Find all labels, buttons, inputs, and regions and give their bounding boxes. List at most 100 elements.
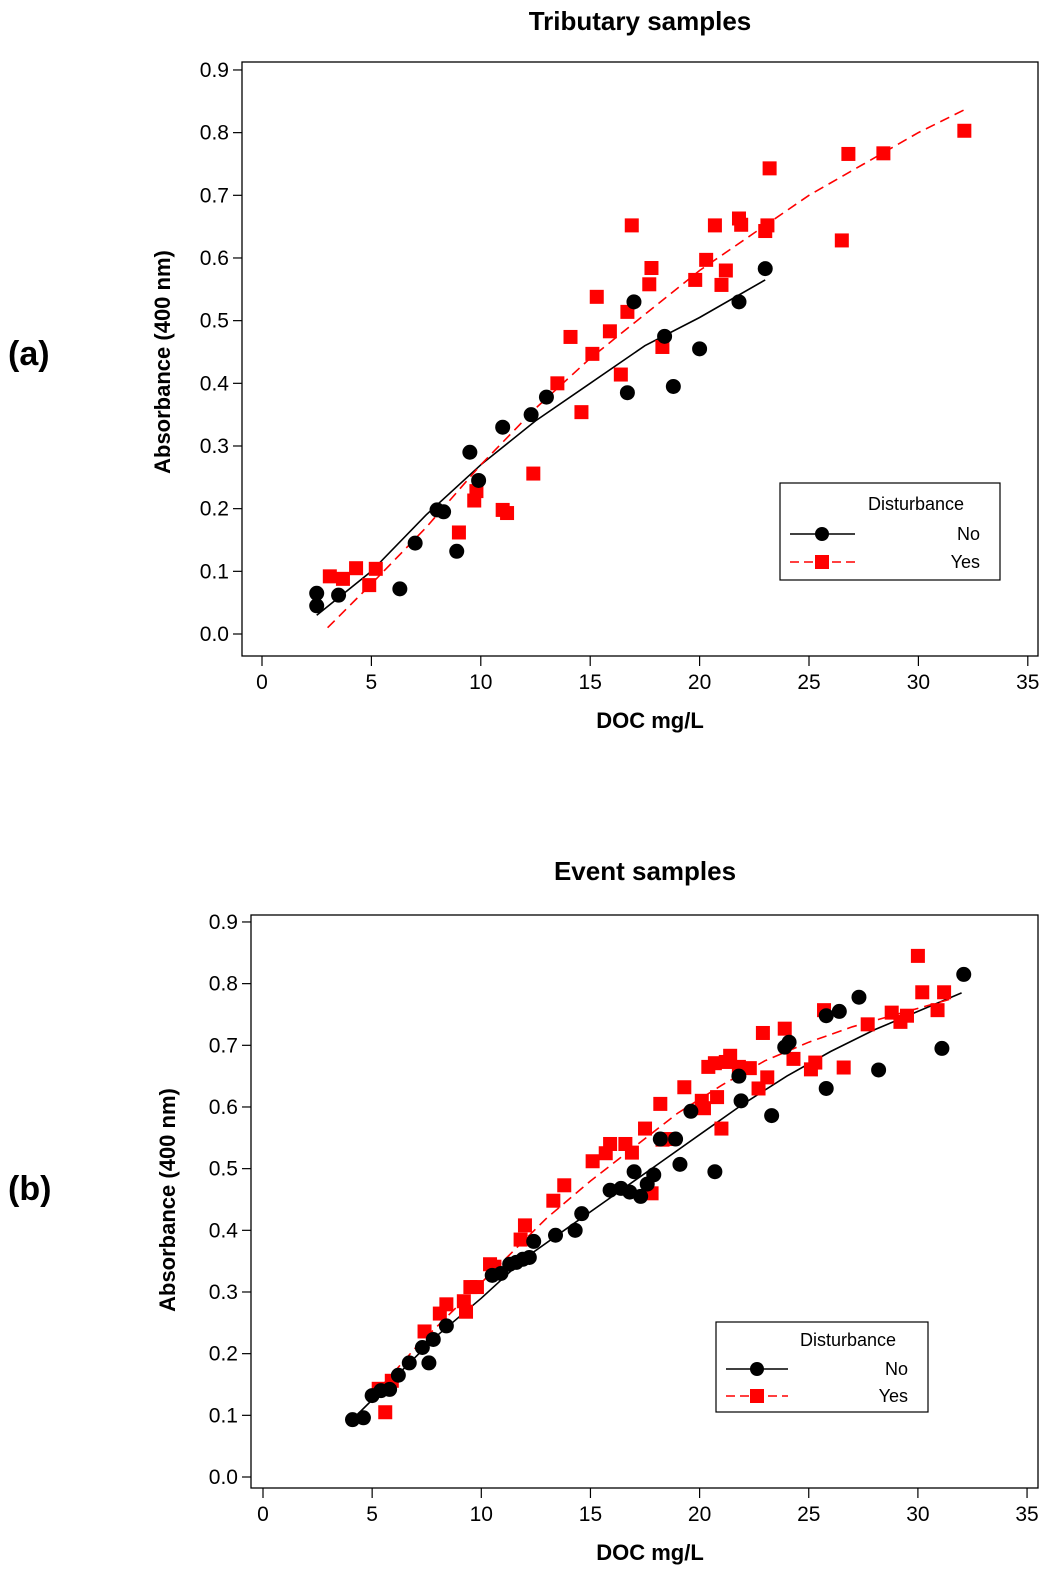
data-point-yes: [624, 1145, 639, 1160]
legend-title: Disturbance: [868, 494, 964, 514]
data-point-no: [646, 1167, 662, 1183]
data-point-no: [831, 1003, 847, 1019]
data-point-yes: [899, 1008, 914, 1023]
data-point-yes: [707, 218, 722, 233]
data-point-no: [818, 1080, 834, 1096]
data-point-yes: [557, 1178, 572, 1193]
data-point-no: [425, 1331, 441, 1347]
x-tick-label: 35: [1016, 671, 1039, 694]
data-point-no: [619, 385, 635, 401]
legend-label-yes: Yes: [951, 552, 980, 572]
legend: Disturbance No Yes: [715, 1321, 929, 1413]
axis-ticks: 0 5 10 15 20 25 30 35 0.0 0.1 0.2 0.3 0.4 0.5 0.6 0.7 0.…: [209, 911, 1039, 1526]
legend-marker-yes: [750, 1389, 764, 1403]
data-point-yes: [642, 277, 657, 292]
data-point-yes: [841, 146, 856, 161]
data-point-yes: [349, 561, 364, 576]
data-point-no: [495, 419, 511, 435]
trend-line-no: [316, 279, 766, 616]
y-tick-label: 0.9: [200, 59, 229, 82]
data-point-no: [731, 294, 747, 310]
data-point-yes: [653, 1096, 668, 1111]
data-point-yes: [714, 277, 729, 292]
y-tick-label: 0.6: [200, 247, 229, 270]
data-point-no: [683, 1103, 699, 1119]
data-point-no: [626, 1164, 642, 1180]
data-point-yes: [714, 1121, 729, 1136]
data-marks: [345, 948, 972, 1428]
data-point-no: [438, 1318, 454, 1334]
data-point-no: [851, 989, 867, 1005]
x-tick-label: 0: [257, 1503, 269, 1526]
data-point-no: [462, 444, 478, 460]
data-point-no: [382, 1381, 398, 1397]
data-point-yes: [459, 1304, 474, 1319]
data-point-no: [574, 1206, 590, 1222]
data-point-yes: [688, 272, 703, 287]
data-point-no: [731, 1068, 747, 1084]
data-point-yes: [751, 1081, 766, 1096]
legend-title: Disturbance: [800, 1330, 896, 1350]
legend-label-yes: Yes: [879, 1386, 908, 1406]
data-point-yes: [546, 1193, 561, 1208]
data-point-no: [414, 1339, 430, 1355]
y-tick-label: 0.2: [209, 1343, 238, 1366]
y-tick-label: 0.4: [200, 372, 230, 395]
y-tick-label: 0.9: [209, 911, 238, 934]
data-point-no: [956, 966, 972, 982]
axis-ticks: 0 5 10 15 20 25 30 35 0.0 0.1 0.2 0.3 0.4 0.5 0.6 0.7 0.…: [200, 59, 1040, 694]
data-point-no: [309, 585, 325, 601]
x-tick-label: 30: [907, 671, 930, 694]
y-tick-label: 0.5: [209, 1158, 238, 1181]
data-point-yes: [710, 1090, 725, 1105]
data-point-yes: [624, 218, 639, 233]
data-point-yes: [451, 525, 466, 540]
y-tick-label: 0.0: [200, 623, 229, 646]
data-point-yes: [836, 1060, 851, 1075]
data-point-yes: [760, 1070, 775, 1085]
legend: Disturbance No Yes: [779, 482, 1001, 581]
x-tick-label: 20: [688, 671, 711, 694]
data-point-no: [633, 1188, 649, 1204]
data-point-yes: [860, 1017, 875, 1032]
x-tick-label: 10: [470, 1503, 493, 1526]
data-point-yes: [563, 329, 578, 344]
x-tick-label: 15: [579, 1503, 602, 1526]
data-point-no: [407, 535, 423, 551]
data-point-yes: [322, 569, 337, 584]
data-point-yes: [742, 1061, 757, 1076]
data-point-no: [652, 1131, 668, 1147]
data-point-no: [626, 294, 642, 310]
data-point-yes: [910, 948, 925, 963]
legend-marker-no: [815, 527, 829, 541]
data-point-yes: [517, 1218, 532, 1233]
data-point-no: [871, 1062, 887, 1078]
legend-label-no: No: [885, 1359, 908, 1379]
data-point-no: [526, 1233, 542, 1249]
data-point-yes: [734, 217, 749, 232]
data-point-yes: [602, 324, 617, 339]
plot-frame: [241, 61, 1039, 657]
data-point-no: [818, 1008, 834, 1024]
data-point-yes: [762, 161, 777, 176]
legend-marker-no: [750, 1362, 764, 1376]
data-point-yes: [439, 1297, 454, 1312]
x-tick-label: 20: [688, 1503, 711, 1526]
data-point-no: [781, 1034, 797, 1050]
data-point-yes: [696, 1101, 711, 1116]
y-tick-label: 0.0: [209, 1466, 238, 1489]
data-point-no: [331, 587, 347, 603]
data-point-yes: [335, 571, 350, 586]
data-point-no: [707, 1164, 723, 1180]
y-tick-label: 0.5: [200, 310, 229, 333]
data-point-yes: [589, 289, 604, 304]
data-point-no: [355, 1410, 371, 1426]
panel-label-b: (b): [8, 1170, 51, 1208]
data-marks: [309, 106, 972, 629]
data-point-yes: [876, 146, 891, 161]
data-point-no: [668, 1131, 684, 1147]
data-point-yes: [930, 1003, 945, 1018]
y-tick-label: 0.1: [200, 560, 229, 583]
data-point-yes: [755, 1025, 770, 1040]
legend-label-no: No: [957, 524, 980, 544]
